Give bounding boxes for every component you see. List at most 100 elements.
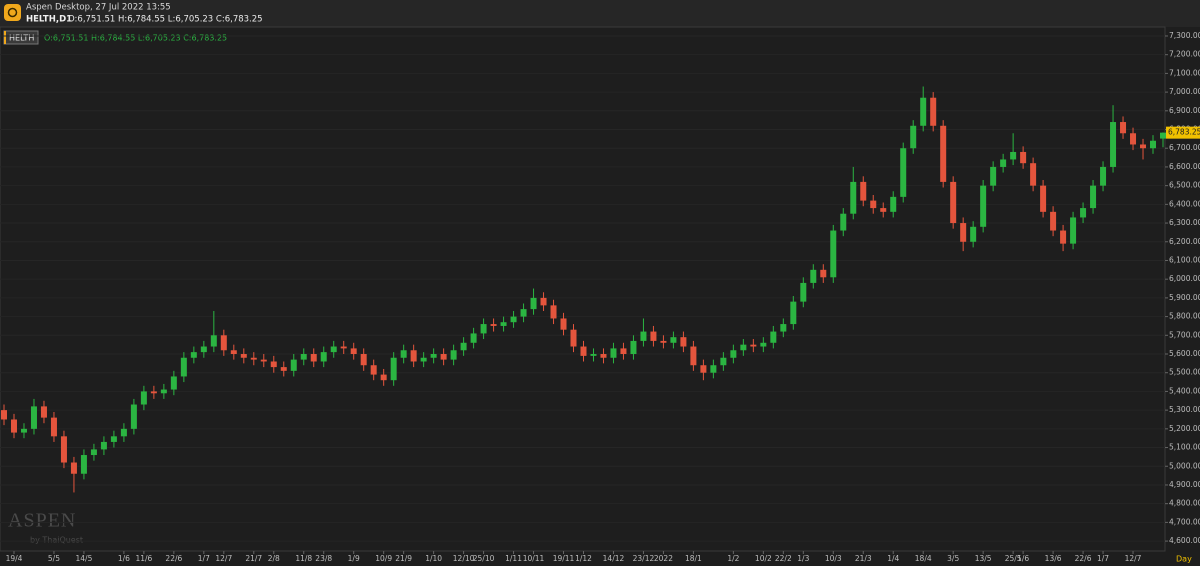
candle-body	[850, 181, 857, 214]
candle-body	[1100, 166, 1107, 186]
candle-body	[790, 301, 797, 325]
candle-body	[300, 354, 307, 360]
candle-body	[720, 357, 727, 366]
x-tick-label: 10/9	[375, 554, 392, 563]
legend-ohlc: O:6,751.51 H:6,784.55 L:6,705.23 C:6,783…	[44, 34, 227, 43]
candle-body	[810, 269, 817, 283]
candle-body	[890, 196, 897, 212]
x-tick-label: 21/7	[245, 554, 262, 563]
candle-body	[40, 406, 47, 418]
candle-body	[330, 346, 337, 353]
candle-body	[490, 324, 497, 326]
candle-body	[100, 441, 107, 450]
x-tick-label: 23/8	[315, 554, 332, 563]
candle-body	[770, 331, 777, 343]
last-price-label: 6,783.25	[1168, 128, 1200, 137]
candle-body	[1000, 159, 1007, 167]
x-tick-label: 10/11	[523, 554, 545, 563]
x-tick-label: 18/4	[915, 554, 932, 563]
candle-body	[140, 391, 147, 405]
app-icon-glyph	[7, 7, 18, 18]
x-tick-label: 1/10	[425, 554, 442, 563]
x-tick-label: 25/10	[473, 554, 495, 563]
candle-body	[150, 391, 157, 394]
x-tick-label: 1/2	[727, 554, 739, 563]
candle-body	[440, 354, 447, 360]
x-tick-label: 12/10	[453, 554, 475, 563]
y-tick-label: 4,700.00	[1169, 517, 1200, 526]
candle-body	[780, 324, 787, 332]
candle-body	[920, 97, 927, 126]
x-tick-label: 1/12	[575, 554, 592, 563]
x-tick-label: 13/6	[1045, 554, 1062, 563]
candle-body	[380, 374, 387, 381]
y-tick-label: 5,600.00	[1169, 349, 1200, 358]
candle-body	[700, 365, 707, 373]
candle-body	[10, 419, 17, 433]
candle-body	[760, 342, 767, 347]
x-tick-label: 13/5	[975, 554, 992, 563]
ohlc-header: O:6,751.51 H:6,784.55 L:6,705.23 C:6,783…	[68, 15, 263, 25]
candle-body	[190, 352, 197, 358]
candle-body	[80, 455, 87, 474]
candle-body	[1160, 132, 1166, 139]
candle-body	[260, 359, 267, 362]
candle-body	[270, 361, 277, 368]
candle-body	[400, 350, 407, 358]
candle-body	[1040, 185, 1047, 212]
candle-body	[390, 357, 397, 381]
candle-body	[550, 305, 557, 319]
x-tick-label: 12/7	[1125, 554, 1142, 563]
candle-body	[350, 348, 357, 355]
candle-body	[470, 333, 477, 343]
x-tick-label: 22/6	[165, 554, 182, 563]
x-tick-label: 22/2	[775, 554, 792, 563]
candle-body	[990, 166, 997, 186]
x-tick-label: 1/4	[887, 554, 899, 563]
y-tick-label: 5,200.00	[1169, 424, 1200, 433]
candle-body	[1150, 140, 1157, 149]
candle-body	[1120, 122, 1127, 134]
candle-body	[1140, 144, 1147, 149]
app-icon[interactable]	[4, 4, 21, 21]
candle-body	[280, 367, 287, 371]
x-tick-label: 5/5	[48, 554, 60, 563]
candle-body	[600, 354, 607, 358]
x-tick-label: 12/7	[215, 554, 232, 563]
y-tick-label: 4,600.00	[1169, 536, 1200, 545]
candle-body	[320, 352, 327, 362]
x-tick-label: 1/9	[348, 554, 360, 563]
x-tick-label: 3/5	[947, 554, 959, 563]
y-tick-label: 6,500.00	[1169, 181, 1200, 190]
candle-body	[360, 354, 367, 366]
y-tick-label: 5,800.00	[1169, 312, 1200, 321]
candle-body	[1010, 151, 1017, 160]
candle-body	[1050, 211, 1057, 231]
candle-body	[950, 181, 957, 224]
candle-body	[1, 410, 7, 420]
y-tick-label: 5,400.00	[1169, 386, 1200, 395]
candle-body	[70, 462, 77, 474]
y-tick-label: 6,400.00	[1169, 199, 1200, 208]
candle-body	[670, 337, 677, 343]
watermark-brand: ASPEN	[8, 510, 76, 532]
candle-body	[740, 344, 747, 351]
candle-body	[960, 223, 967, 242]
candle-body	[1110, 122, 1117, 167]
x-tick-label: 10/3	[825, 554, 842, 563]
candle-body	[450, 350, 457, 360]
x-tick-label: 10/2	[755, 554, 772, 563]
candle-body	[520, 309, 527, 317]
candle-body	[880, 208, 887, 212]
app-title: Aspen Desktop, 27 Jul 2022 13:55	[26, 3, 171, 13]
x-tick-label: 1/11	[505, 554, 522, 563]
candle-body	[710, 365, 717, 373]
x-tick-label: 1/7	[1097, 554, 1109, 563]
candle-body	[110, 436, 117, 442]
candle-body	[840, 213, 847, 231]
y-tick-label: 6,600.00	[1169, 162, 1200, 171]
candle-body	[540, 297, 547, 306]
x-tick-label: 1/6	[1017, 554, 1029, 563]
candle-body	[650, 331, 657, 341]
candle-body	[1080, 208, 1087, 218]
